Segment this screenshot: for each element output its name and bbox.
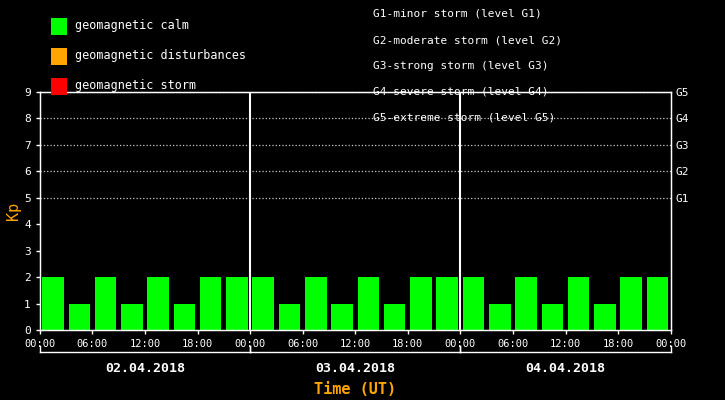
Text: G3-strong storm (level G3): G3-strong storm (level G3)	[373, 61, 549, 71]
Bar	[357, 277, 379, 330]
Bar	[621, 277, 642, 330]
Bar	[279, 304, 300, 330]
Text: 03.04.2018: 03.04.2018	[315, 362, 395, 374]
Bar	[69, 304, 90, 330]
Bar	[436, 277, 458, 330]
Text: G4-severe storm (level G4): G4-severe storm (level G4)	[373, 87, 549, 97]
Text: Time (UT): Time (UT)	[314, 382, 397, 398]
Text: 02.04.2018: 02.04.2018	[105, 362, 185, 374]
Text: geomagnetic calm: geomagnetic calm	[75, 20, 189, 32]
Bar	[226, 277, 248, 330]
Bar	[147, 277, 169, 330]
Text: G5-extreme storm (level G5): G5-extreme storm (level G5)	[373, 113, 555, 123]
Bar	[647, 277, 668, 330]
Bar	[305, 277, 326, 330]
Text: geomagnetic storm: geomagnetic storm	[75, 80, 196, 92]
Bar	[200, 277, 221, 330]
Bar	[121, 304, 143, 330]
Bar	[568, 277, 589, 330]
Bar	[463, 277, 484, 330]
Text: geomagnetic disturbances: geomagnetic disturbances	[75, 50, 246, 62]
Bar	[42, 277, 64, 330]
Text: G2-moderate storm (level G2): G2-moderate storm (level G2)	[373, 35, 563, 45]
Y-axis label: Kp: Kp	[7, 202, 21, 220]
Bar	[410, 277, 431, 330]
Bar	[174, 304, 195, 330]
Bar	[594, 304, 616, 330]
Bar	[252, 277, 274, 330]
Bar	[542, 304, 563, 330]
Bar	[95, 277, 116, 330]
Bar	[331, 304, 353, 330]
Bar	[489, 304, 510, 330]
Bar	[515, 277, 536, 330]
Bar	[384, 304, 405, 330]
Text: G1-minor storm (level G1): G1-minor storm (level G1)	[373, 9, 542, 19]
Text: 04.04.2018: 04.04.2018	[526, 362, 605, 374]
